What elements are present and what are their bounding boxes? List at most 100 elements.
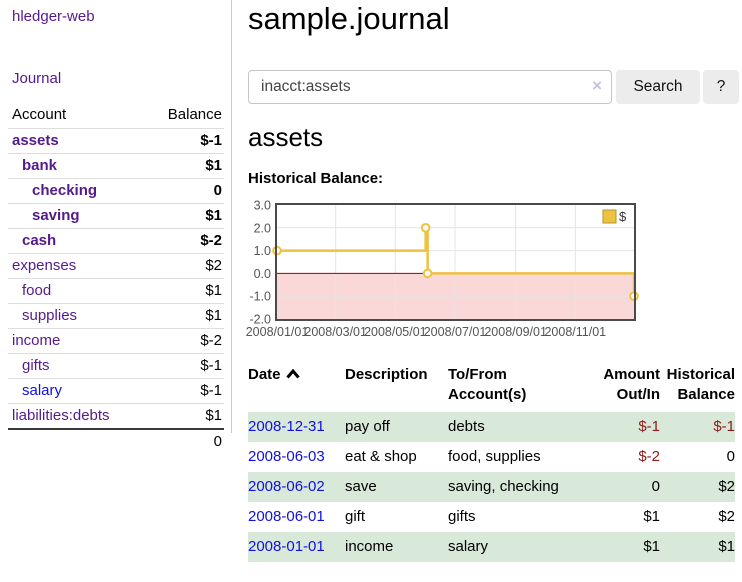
transaction-accounts: debts (448, 411, 591, 442)
transaction-date-link[interactable]: 2008-12-31 (248, 417, 325, 435)
transaction-date-link[interactable]: 2008-06-02 (248, 477, 325, 495)
account-row: expenses $2 (8, 253, 224, 279)
account-balance: $-1 (144, 128, 224, 154)
account-balance: $1 (144, 153, 224, 179)
transaction-balance: $2 (718, 507, 735, 525)
accounts-col-balance: Balance (167, 106, 222, 123)
svg-text:$: $ (619, 209, 627, 224)
sidebar-account-link[interactable]: checking (32, 182, 98, 199)
transaction-description: eat & shop (345, 447, 417, 465)
svg-text:2008/01/01: 2008/01/01 (246, 325, 309, 339)
account-balance: $1 (144, 403, 224, 429)
svg-text:2008/05/01: 2008/05/01 (364, 325, 427, 339)
col-description: Description (345, 366, 428, 383)
help-button[interactable]: ? (703, 70, 739, 104)
account-balance: $-1 (144, 353, 224, 379)
sidebar-account-link[interactable]: assets (12, 132, 59, 149)
sidebar-account-link[interactable]: income (12, 332, 61, 349)
register-header-row: Date Description To/From Account(s) Amou… (248, 362, 735, 412)
register-row: 2008-06-02 save saving, checking 0 $2 (248, 471, 735, 502)
svg-text:2008/03/01: 2008/03/01 (304, 325, 367, 339)
sidebar-account-link[interactable]: saving (32, 207, 80, 224)
sidebar-account-link[interactable]: cash (22, 232, 57, 249)
transaction-balance: $-1 (660, 411, 735, 442)
accounts-table: Account Balance assets $-1 bank $1 checking 0… (8, 102, 224, 454)
app-title-link[interactable]: hledger-web (12, 8, 95, 25)
transaction-accounts: food, supplies (448, 447, 541, 465)
account-row: assets $-1 (8, 128, 224, 154)
account-row: cash $-2 (8, 228, 224, 254)
sidebar-account-link[interactable]: liabilities:debts (12, 407, 110, 424)
register-row: 2008-12-31 pay off debts $-1 $-1 (248, 411, 735, 442)
svg-text:1.0: 1.0 (254, 244, 271, 258)
col-accounts: To/From Account(s) (448, 366, 527, 404)
transaction-amount: $-2 (638, 447, 660, 465)
transaction-accounts: saving, checking (448, 471, 591, 502)
page-title: sample.journal (248, 1, 450, 36)
account-row: supplies $1 (8, 303, 224, 329)
sidebar-account-link[interactable]: expenses (12, 257, 77, 274)
account-row: liabilities:debts $1 (8, 403, 224, 429)
col-balance: Historical Balance (666, 366, 735, 404)
account-row: bank $1 (8, 153, 224, 179)
clear-search-icon[interactable]: × (592, 76, 602, 95)
account-row: salary $-1 (8, 378, 224, 404)
accounts-total-row: 0 (8, 428, 224, 454)
account-balance: $1 (144, 203, 224, 229)
account-balance: 0 (144, 178, 224, 204)
sidebar-account-link[interactable]: bank (22, 157, 58, 174)
chart-title: Historical Balance: (248, 170, 384, 187)
transaction-accounts: salary (448, 531, 591, 562)
transaction-date-link[interactable]: 2008-06-01 (248, 507, 325, 525)
transaction-accounts: gifts (448, 507, 476, 525)
svg-text:2.0: 2.0 (254, 221, 271, 235)
account-balance: $-2 (144, 228, 224, 254)
sidebar-account-link[interactable]: food (22, 282, 52, 299)
register-row: 2008-01-01 income salary $1 $1 (248, 531, 735, 562)
account-balance: $-1 (144, 378, 224, 404)
transaction-balance: 0 (726, 447, 735, 465)
account-row: gifts $-1 (8, 353, 224, 379)
transaction-description: pay off (345, 411, 448, 442)
svg-text:0.0: 0.0 (254, 267, 271, 281)
account-balance: $2 (144, 253, 224, 279)
register-tbody: 2008-12-31 pay off debts $-1 $-1 2008-06-03 ea… (248, 411, 735, 562)
transaction-description: gift (345, 507, 366, 525)
account-row: saving $1 (8, 203, 224, 229)
transaction-date-link[interactable]: 2008-01-01 (248, 537, 325, 555)
svg-text:-1.0: -1.0 (249, 290, 271, 304)
col-date-sort[interactable]: Date (248, 362, 345, 412)
register-row: 2008-06-01 gift gifts $1 $2 (248, 502, 735, 532)
account-balance: $1 (144, 303, 224, 329)
svg-text:3.0: 3.0 (254, 199, 271, 213)
svg-text:2008/07/01: 2008/07/01 (424, 325, 487, 339)
total-label-cell (8, 428, 145, 454)
balance-chart-svg: $3.0 2.0 1.0 0.0 -1.0 -2.02008/01/012008/03/0… (246, 199, 639, 339)
search-input[interactable] (248, 70, 612, 104)
sidebar-item-journal[interactable]: Journal (12, 70, 62, 87)
transaction-date-link[interactable]: 2008-06-03 (248, 447, 325, 465)
search-button[interactable]: Search (616, 70, 700, 104)
sidebar-account-link[interactable]: gifts (22, 357, 50, 374)
sidebar-account-link[interactable]: salary (22, 382, 63, 399)
svg-text:2008/11/01: 2008/11/01 (544, 325, 606, 339)
sort-ascending-icon (285, 369, 300, 379)
historical-balance-chart: $3.0 2.0 1.0 0.0 -1.0 -2.0 2008/01/01 2008/03/0… (246, 199, 640, 342)
transaction-amount: $1 (591, 531, 660, 562)
svg-text:2008/09/01: 2008/09/01 (484, 325, 547, 339)
col-amount: Amount Out/In (603, 366, 660, 404)
sidebar: hledger-web Journal Account Balance asse… (0, 0, 232, 454)
register-table: Date Description To/From Account(s) Amou… (248, 362, 735, 562)
transaction-amount: 0 (591, 471, 660, 502)
sidebar-account-link[interactable]: supplies (22, 307, 78, 324)
account-row: checking 0 (8, 178, 224, 204)
total-balance: 0 (144, 428, 224, 454)
transaction-description: save (345, 471, 448, 502)
account-heading: assets (248, 122, 324, 152)
transaction-balance: $1 (660, 531, 735, 562)
transaction-amount: $1 (643, 507, 660, 525)
register-row: 2008-06-03 eat & shop food, supplies $-2 0 (248, 442, 735, 472)
svg-text:-2.0: -2.0 (249, 313, 271, 327)
search-bar: × Search ? (248, 70, 739, 104)
account-row: income $-2 (8, 328, 224, 354)
